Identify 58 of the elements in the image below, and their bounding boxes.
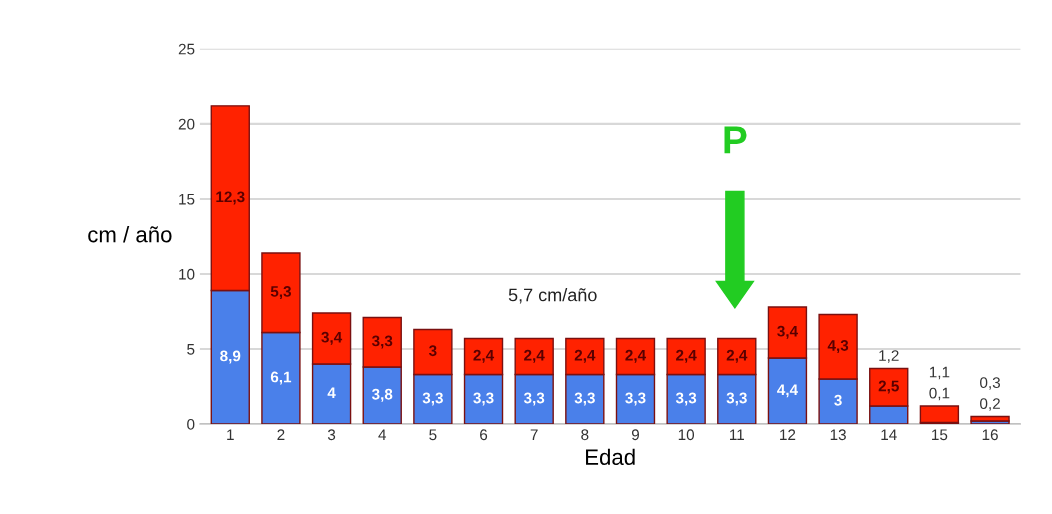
data-label: 3,3 <box>473 392 494 406</box>
y-tick-label: 20 <box>178 118 195 130</box>
data-label: 3,3 <box>422 392 443 406</box>
data-label: 3,8 <box>371 388 393 402</box>
x-tick-label: 16 <box>982 429 998 441</box>
data-label: 2,5 <box>878 380 899 394</box>
data-label: 3,4 <box>777 325 798 339</box>
data-label: 4 <box>327 387 336 398</box>
data-label: 3,3 <box>523 392 545 406</box>
data-label: 3 <box>834 394 842 406</box>
data-label: 12,3 <box>216 191 245 205</box>
annotation: 5,7 cm/año <box>508 288 597 304</box>
x-tick-label: 11 <box>730 429 744 440</box>
data-label: 2,4 <box>676 349 697 363</box>
data-label: 2,4 <box>524 349 545 363</box>
y-axis-title: cm / año <box>88 226 172 243</box>
x-tick-label: 7 <box>530 429 538 440</box>
data-label: 0,1 <box>929 387 950 401</box>
y-tick-label: 5 <box>187 344 195 355</box>
data-label: 3,3 <box>675 392 697 406</box>
data-label: 4,4 <box>777 384 798 398</box>
data-label: 6,1 <box>270 371 292 385</box>
data-label: 0,3 <box>980 377 1000 390</box>
y-tick-label: 15 <box>179 193 195 205</box>
x-tick-label: 4 <box>378 429 387 440</box>
x-tick-label: 15 <box>932 429 948 441</box>
x-tick-label: 1 <box>227 429 234 440</box>
data-label: 3,4 <box>321 331 343 345</box>
x-tick-label: 13 <box>830 429 846 441</box>
y-tick-label: 10 <box>179 268 195 280</box>
y-tick-label: 0 <box>187 418 195 430</box>
data-label: 2,4 <box>473 349 495 363</box>
annotation: P <box>724 126 747 154</box>
data-label: 3,3 <box>371 335 393 349</box>
x-tick-label: 6 <box>480 429 488 441</box>
data-label: 0,2 <box>980 398 1000 411</box>
x-tick-label: 10 <box>678 429 695 441</box>
x-tick-label: 8 <box>581 429 589 441</box>
data-label: 1,1 <box>929 366 950 380</box>
data-label: 2,4 <box>726 349 748 363</box>
data-label: 3,3 <box>726 392 747 406</box>
data-label: 3 <box>428 345 437 357</box>
y-tick-label: 25 <box>178 43 195 55</box>
x-axis-title: Edad <box>586 448 635 466</box>
x-tick-label: 3 <box>327 429 336 441</box>
x-tick-label: 5 <box>429 429 437 441</box>
data-label: 4,3 <box>827 340 849 354</box>
x-tick-label: 2 <box>277 429 285 440</box>
data-label: 3,3 <box>625 392 646 406</box>
data-label: 1,2 <box>879 350 899 363</box>
data-label: 3,3 <box>574 392 595 406</box>
data-label: 2,4 <box>625 349 647 363</box>
x-tick-label: 12 <box>780 429 796 440</box>
data-label: 2,4 <box>574 349 596 363</box>
x-tick-label: 9 <box>631 429 640 441</box>
data-label: 5,3 <box>270 286 291 300</box>
data-label: 8,9 <box>220 350 241 364</box>
x-tick-label: 14 <box>881 429 897 440</box>
